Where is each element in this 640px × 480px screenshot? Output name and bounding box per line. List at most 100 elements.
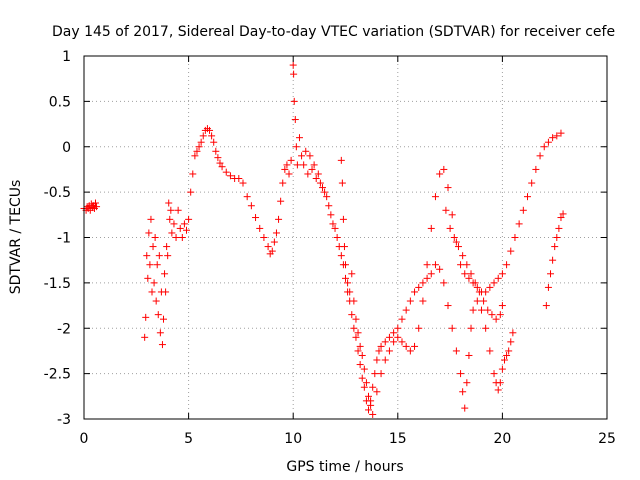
data-point [358, 351, 366, 359]
data-point [406, 297, 414, 305]
data-point [419, 279, 427, 287]
data-point [457, 261, 465, 269]
data-point [402, 306, 410, 314]
data-point [352, 315, 360, 323]
data-point [431, 193, 439, 201]
data-point [484, 306, 492, 314]
data-point [394, 324, 402, 332]
data-point [452, 238, 460, 246]
data-point [164, 252, 172, 260]
data-point [411, 342, 419, 350]
data-point [459, 388, 467, 396]
data-point [327, 211, 335, 219]
data-point [143, 252, 151, 260]
data-point [365, 392, 373, 400]
data-point [247, 202, 255, 210]
data-point [507, 338, 515, 346]
data-point [191, 152, 199, 160]
data-point [498, 365, 506, 373]
data-point [509, 329, 517, 337]
data-point [547, 270, 555, 278]
data-point [423, 261, 431, 269]
x-tick-label: 0 [80, 431, 89, 447]
data-point [557, 214, 565, 222]
data-point [540, 143, 548, 151]
data-point [218, 163, 226, 171]
data-point [551, 243, 559, 251]
data-point [377, 370, 385, 378]
data-point [92, 199, 100, 207]
data-point [312, 175, 320, 183]
data-point [532, 165, 540, 173]
data-point [290, 70, 298, 78]
data-point [146, 261, 154, 269]
data-point [544, 138, 552, 146]
data-point [494, 274, 502, 282]
data-point [411, 288, 419, 296]
data-point [342, 274, 349, 282]
data-point [339, 215, 347, 223]
data-point [471, 279, 479, 287]
data-point [325, 202, 333, 210]
data-point [381, 338, 389, 346]
data-point [365, 406, 373, 414]
data-point [448, 324, 456, 332]
data-point [515, 220, 523, 228]
data-point [444, 302, 452, 310]
data-point [292, 143, 300, 151]
data-point [381, 356, 389, 364]
data-point [463, 261, 471, 269]
data-point [152, 297, 160, 305]
data-point [216, 159, 224, 167]
data-point [360, 365, 368, 373]
data-point [385, 333, 393, 341]
data-point [141, 333, 149, 341]
data-point [222, 168, 230, 176]
data-point [156, 329, 164, 337]
data-point [544, 283, 552, 291]
data-point [178, 234, 186, 241]
data-point [142, 313, 150, 321]
data-point [260, 234, 268, 241]
data-point [457, 370, 465, 378]
data-point [431, 261, 439, 269]
data-point [348, 270, 356, 278]
data-point [159, 315, 167, 323]
data-point [423, 274, 431, 282]
data-point [549, 134, 557, 142]
data-point [490, 279, 498, 287]
data-point [369, 410, 377, 418]
data-point [452, 347, 460, 355]
data-point [256, 224, 264, 232]
data-point [264, 243, 272, 251]
data-point [268, 247, 276, 255]
data-point [148, 288, 156, 296]
data-point [206, 126, 214, 134]
data-point [390, 338, 398, 346]
data-point [354, 329, 362, 337]
data-point [553, 132, 561, 140]
data-point [337, 252, 345, 260]
data-point [469, 306, 477, 314]
data-point [467, 270, 475, 278]
data-point [185, 215, 193, 223]
data-point [444, 184, 452, 192]
data-point [477, 306, 485, 314]
data-point [151, 234, 159, 241]
data-point [427, 224, 435, 232]
data-point [553, 234, 561, 241]
data-point [180, 220, 188, 228]
data-point [446, 224, 454, 232]
data-point [289, 61, 297, 69]
data-point [285, 170, 293, 178]
data-point [500, 356, 508, 364]
data-point [153, 261, 161, 269]
data-point [356, 342, 364, 350]
data-point [333, 234, 341, 241]
data-point [352, 333, 360, 341]
data-point [450, 234, 458, 241]
y-tick-label: -1 [57, 231, 71, 247]
y-tick-label: -0.5 [44, 185, 71, 201]
data-point [496, 379, 504, 387]
data-point [519, 206, 527, 214]
